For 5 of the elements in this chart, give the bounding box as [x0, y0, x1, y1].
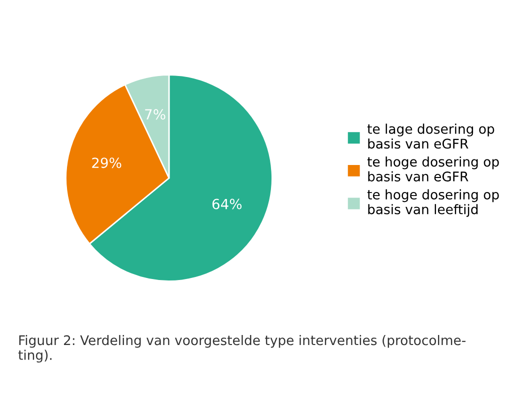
data-label: 7% [145, 109, 166, 120]
legend-label: te hoge dosering op basis van leeftijd [367, 189, 499, 217]
data-label: 29% [92, 158, 122, 168]
data-label: 64% [212, 198, 242, 210]
text: Figuur 2: Verdeling van voorgestelde type interventies (protocolme- ting). [18, 335, 466, 363]
